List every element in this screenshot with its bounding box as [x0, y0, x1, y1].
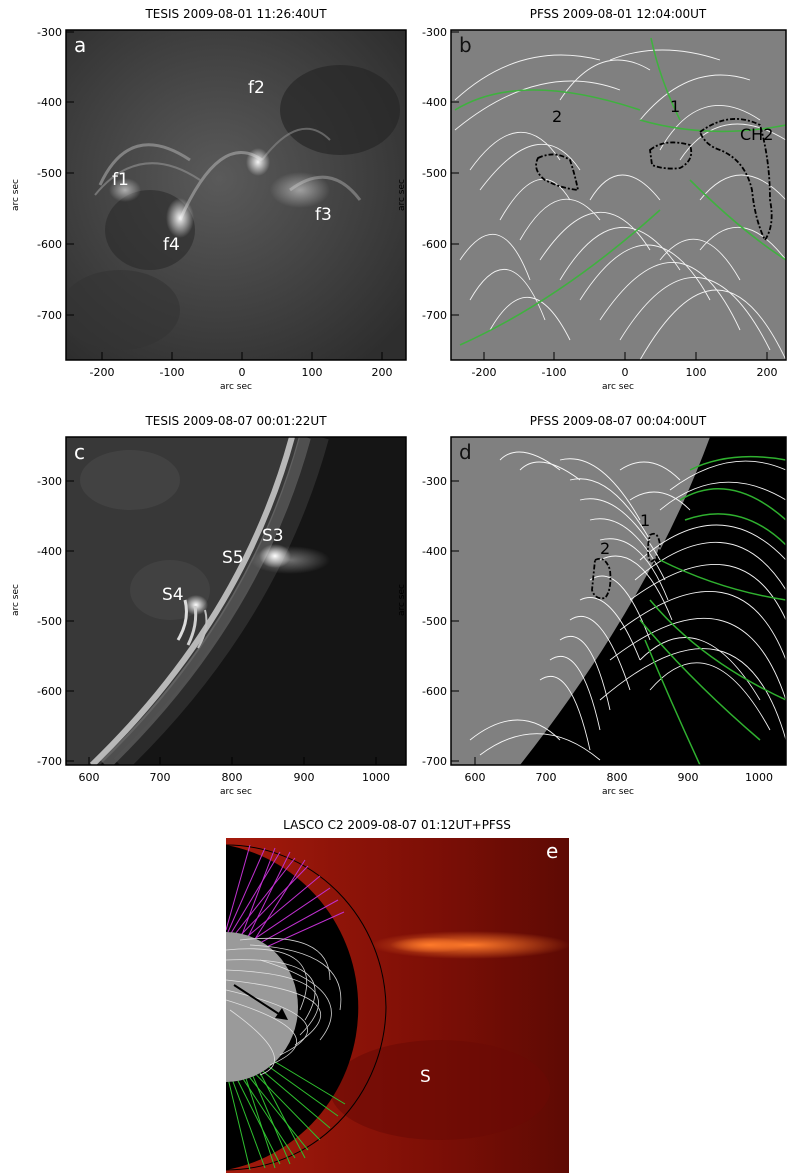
- panel-d-ytick: -500: [422, 615, 447, 628]
- panel-a: TESIS 2009-08-01 11:26:40UT a f1 f2 f3 f…: [11, 7, 407, 392]
- panel-a-xlabel: arc sec: [220, 382, 252, 392]
- panel-c-ytick: -300: [37, 475, 62, 488]
- panel-e-letter: e: [546, 839, 558, 863]
- panel-c-ytick: -400: [37, 545, 62, 558]
- panel-d-ytick: -600: [422, 685, 447, 698]
- panel-b-title: PFSS 2009-08-01 12:04:00UT: [530, 7, 707, 21]
- panel-b-image: b 1 2 CH2: [451, 30, 786, 360]
- panel-d-xtick: 800: [607, 771, 628, 784]
- panel-a-ytick: -600: [37, 238, 62, 251]
- panel-a-ticks: [66, 31, 383, 360]
- panel-a-xtick: -100: [160, 366, 185, 379]
- panel-d-ytick: -700: [422, 755, 447, 768]
- panel-e: LASCO C2 2009-08-07 01:12UT+PFSS: [226, 818, 569, 1173]
- label-f3: f3: [315, 205, 332, 225]
- panel-c-ylabel: arc sec: [11, 584, 21, 616]
- panel-b-xtick: -200: [472, 366, 497, 379]
- panel-b-ylabel: arc sec: [397, 179, 407, 211]
- panel-b-xlabel: arc sec: [602, 382, 634, 392]
- panel-a-xtick: 200: [372, 366, 393, 379]
- panel-e-image: e S: [226, 838, 569, 1173]
- label-s: S: [420, 1067, 431, 1087]
- panel-b-ytick: -300: [422, 26, 447, 39]
- label-f2: f2: [248, 78, 265, 98]
- panel-a-xtick: 100: [302, 366, 323, 379]
- panel-b-ytick: -400: [422, 96, 447, 109]
- panel-a-xtick: -200: [90, 366, 115, 379]
- panel-d-ytick: -300: [422, 475, 447, 488]
- label-d-2: 2: [600, 539, 610, 558]
- panel-c-ytick: -700: [37, 755, 62, 768]
- panel-c-xtick: 600: [79, 771, 100, 784]
- panel-d-ticks: [451, 480, 760, 765]
- label-ch2: CH2: [740, 125, 773, 144]
- panel-d-ytick: -400: [422, 545, 447, 558]
- panel-d-xtick: 1000: [745, 771, 773, 784]
- panel-b-xtick: -100: [542, 366, 567, 379]
- panel-d-title: PFSS 2009-08-07 00:04:00UT: [530, 414, 707, 428]
- panel-a-ytick: -500: [37, 167, 62, 180]
- panel-d-image: d 1 2: [451, 437, 786, 765]
- panel-d: PFSS 2009-08-07 00:04:00UT: [397, 414, 787, 797]
- panel-a-letter: a: [74, 33, 86, 57]
- arrow-line: [233, 984, 283, 1017]
- label-s4: S4: [162, 585, 184, 605]
- panel-b-xtick: 200: [757, 366, 778, 379]
- panel-b-xtick: 100: [686, 366, 707, 379]
- panel-c-letter: c: [74, 440, 85, 464]
- panel-c-xtick: 700: [150, 771, 171, 784]
- panel-a-ylabel: arc sec: [11, 179, 21, 211]
- panel-c-xtick: 800: [222, 771, 243, 784]
- panel-d-xtick: 700: [536, 771, 557, 784]
- panel-c-xtick: 900: [294, 771, 315, 784]
- panel-a-ytick: -700: [37, 309, 62, 322]
- panel-c-ytick: -500: [37, 615, 62, 628]
- panel-c-xtick: 1000: [362, 771, 390, 784]
- label-b-2: 2: [552, 107, 562, 126]
- label-d-1: 1: [640, 511, 650, 530]
- panel-c-ytick: -600: [37, 685, 62, 698]
- panel-d-letter: d: [459, 440, 472, 464]
- panel-e-title: LASCO C2 2009-08-07 01:12UT+PFSS: [283, 818, 511, 832]
- panel-a-title: TESIS 2009-08-01 11:26:40UT: [144, 7, 327, 21]
- panel-c-xlabel: arc sec: [220, 787, 252, 797]
- panel-b-xtick: 0: [622, 366, 629, 379]
- label-s3: S3: [262, 526, 284, 546]
- label-f1: f1: [112, 170, 129, 190]
- panel-d-xtick: 600: [465, 771, 486, 784]
- label-f4: f4: [163, 235, 180, 255]
- panel-d-xtick: 900: [678, 771, 699, 784]
- panel-a-ytick: -300: [37, 26, 62, 39]
- panel-b-ticks: [451, 31, 768, 360]
- panel-b-letter: b: [459, 33, 472, 57]
- panel-b-ytick: -700: [422, 309, 447, 322]
- panel-d-xlabel: arc sec: [602, 787, 634, 797]
- panel-a-xtick: 0: [239, 366, 246, 379]
- panel-a-ytick: -400: [37, 96, 62, 109]
- panel-c: TESIS 2009-08-07 00:01:22UT c S3 S5 S4: [11, 414, 407, 797]
- panel-c-title: TESIS 2009-08-07 00:01:22UT: [144, 414, 327, 428]
- panel-b-ytick: -500: [422, 167, 447, 180]
- arrow-head: [275, 1008, 288, 1020]
- panel-a-image: a f1 f2 f3 f4: [66, 30, 406, 360]
- label-s5: S5: [222, 548, 244, 568]
- panel-b-ytick: -600: [422, 238, 447, 251]
- panel-b: PFSS 2009-08-01 12:04:00UT: [397, 7, 787, 392]
- panel-c-image: c S3 S5 S4: [66, 437, 406, 765]
- label-b-1: 1: [670, 97, 680, 116]
- panel-c-ticks: [66, 480, 377, 765]
- panel-d-ylabel: arc sec: [397, 584, 407, 616]
